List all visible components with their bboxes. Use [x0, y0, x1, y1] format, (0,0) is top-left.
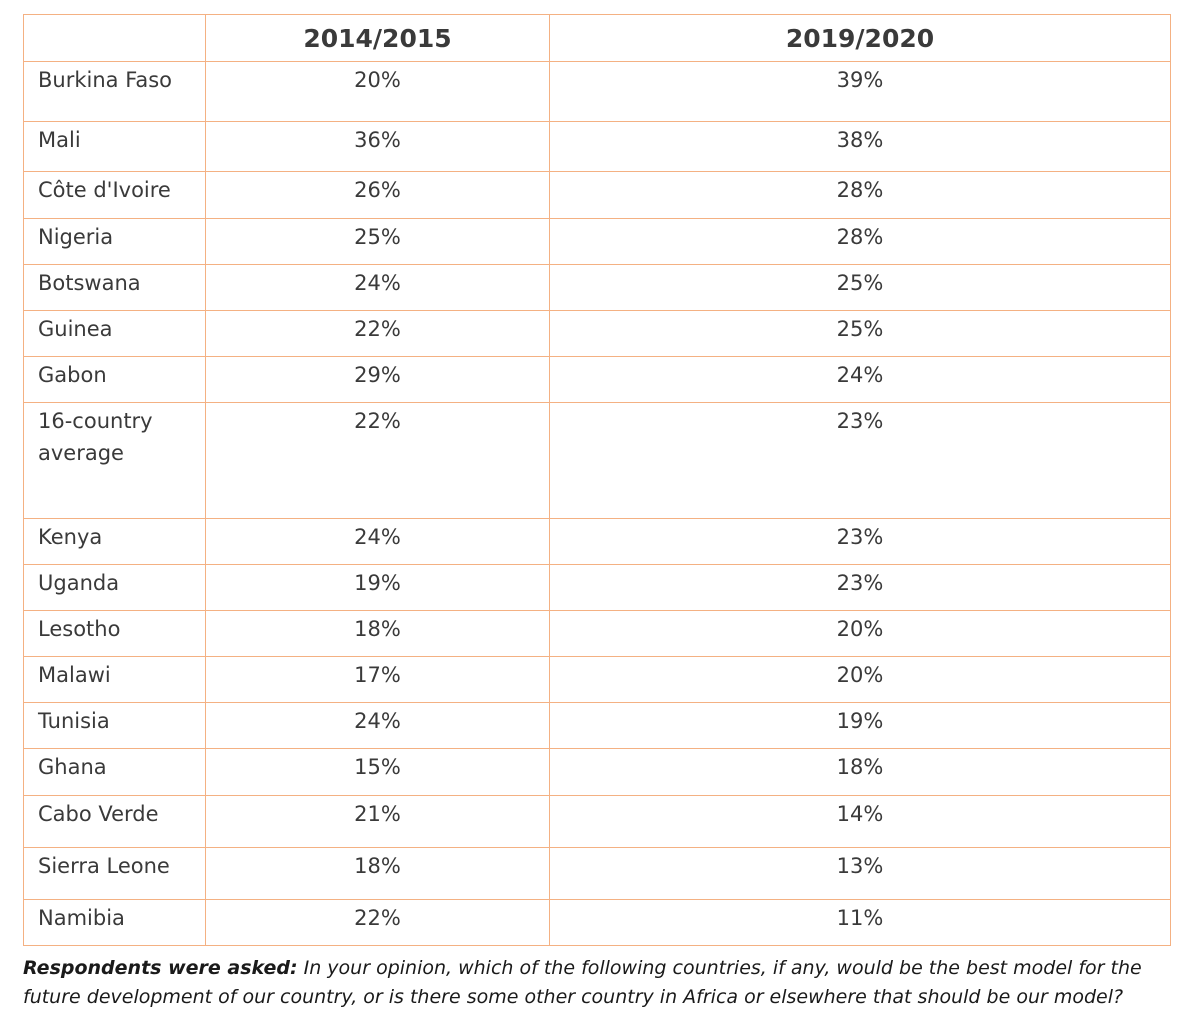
- value-2014-2015-cell: 15%: [205, 748, 550, 796]
- value-2014-2015-cell: 22%: [205, 310, 550, 357]
- value-2019-2020-cell: 19%: [549, 702, 1171, 749]
- value-2014-2015-cell: 22%: [205, 899, 550, 946]
- country-cell: Cabo Verde: [23, 795, 206, 848]
- value-2014-2015-cell: 20%: [205, 61, 550, 122]
- value-2014-2015-cell: 24%: [205, 702, 550, 749]
- country-cell: Guinea: [23, 310, 206, 357]
- table-row: 16-country average 22% 23%: [23, 402, 1171, 519]
- value-2014-2015-cell: 19%: [205, 564, 550, 611]
- table-row: Ghana 15% 18%: [23, 748, 1171, 796]
- country-cell: Côte d'Ivoire: [23, 171, 206, 219]
- country-cell: Namibia: [23, 899, 206, 946]
- value-2019-2020-cell: 39%: [549, 61, 1171, 122]
- table-body: Burkina Faso 20% 39% Mali 36% 38% Côte d'Ivoir…: [23, 61, 1171, 946]
- table-row: Tunisia 24% 19%: [23, 702, 1171, 749]
- table-row: Uganda 19% 23%: [23, 564, 1171, 611]
- table-row: Nigeria 25% 28%: [23, 218, 1171, 265]
- country-cell: 16-country average: [23, 402, 206, 519]
- value-2019-2020-cell: 23%: [549, 518, 1171, 565]
- country-cell: Uganda: [23, 564, 206, 611]
- value-2014-2015-cell: 26%: [205, 171, 550, 219]
- value-2019-2020-cell: 25%: [549, 310, 1171, 357]
- value-2014-2015-cell: 18%: [205, 847, 550, 900]
- table-row: Cabo Verde 21% 14%: [23, 795, 1171, 848]
- header-2014-2015: 2014/2015: [205, 14, 550, 62]
- table-row: Malawi 17% 20%: [23, 656, 1171, 703]
- table-row: Gabon 29% 24%: [23, 356, 1171, 403]
- country-cell: Lesotho: [23, 610, 206, 657]
- value-2019-2020-cell: 38%: [549, 121, 1171, 172]
- value-2014-2015-cell: 25%: [205, 218, 550, 265]
- value-2019-2020-cell: 20%: [549, 656, 1171, 703]
- value-2014-2015-cell: 17%: [205, 656, 550, 703]
- country-cell: Malawi: [23, 656, 206, 703]
- value-2014-2015-cell: 18%: [205, 610, 550, 657]
- table-row: Côte d'Ivoire 26% 28%: [23, 171, 1171, 219]
- value-2014-2015-cell: 24%: [205, 518, 550, 565]
- value-2019-2020-cell: 28%: [549, 171, 1171, 219]
- table-row: Mali 36% 38%: [23, 121, 1171, 172]
- table-row: Guinea 22% 25%: [23, 310, 1171, 357]
- value-2019-2020-cell: 11%: [549, 899, 1171, 946]
- header-country: [23, 14, 206, 62]
- table-row: Sierra Leone 18% 13%: [23, 847, 1171, 900]
- country-cell: Ghana: [23, 748, 206, 796]
- country-cell: Gabon: [23, 356, 206, 403]
- country-cell: Mali: [23, 121, 206, 172]
- value-2019-2020-cell: 24%: [549, 356, 1171, 403]
- value-2019-2020-cell: 13%: [549, 847, 1171, 900]
- value-2019-2020-cell: 23%: [549, 402, 1171, 519]
- country-model-table: 2014/2015 2019/2020 Burkina Faso 20% 39% Ma…: [23, 14, 1171, 946]
- table-row: Kenya 24% 23%: [23, 518, 1171, 565]
- value-2019-2020-cell: 14%: [549, 795, 1171, 848]
- country-cell: Tunisia: [23, 702, 206, 749]
- value-2014-2015-cell: 36%: [205, 121, 550, 172]
- value-2014-2015-cell: 21%: [205, 795, 550, 848]
- value-2019-2020-cell: 25%: [549, 264, 1171, 311]
- value-2019-2020-cell: 18%: [549, 748, 1171, 796]
- value-2014-2015-cell: 22%: [205, 402, 550, 519]
- header-row: 2014/2015 2019/2020: [23, 14, 1171, 62]
- footnote-question: In your opinion, which of the following …: [23, 957, 1142, 1008]
- country-cell: Sierra Leone: [23, 847, 206, 900]
- table-row: Burkina Faso 20% 39%: [23, 61, 1171, 122]
- country-cell: Kenya: [23, 518, 206, 565]
- value-2019-2020-cell: 20%: [549, 610, 1171, 657]
- footnote-lead: Respondents were asked:: [23, 957, 298, 979]
- country-cell: Botswana: [23, 264, 206, 311]
- table-row: Lesotho 18% 20%: [23, 610, 1171, 657]
- table-row: Namibia 22% 11%: [23, 899, 1171, 946]
- country-cell: Nigeria: [23, 218, 206, 265]
- value-2019-2020-cell: 28%: [549, 218, 1171, 265]
- survey-question-note: Respondents were asked: In your opinion,…: [23, 954, 1188, 1012]
- value-2019-2020-cell: 23%: [549, 564, 1171, 611]
- value-2014-2015-cell: 29%: [205, 356, 550, 403]
- value-2014-2015-cell: 24%: [205, 264, 550, 311]
- country-cell: Burkina Faso: [23, 61, 206, 122]
- header-2019-2020: 2019/2020: [549, 14, 1171, 62]
- table-row: Botswana 24% 25%: [23, 264, 1171, 311]
